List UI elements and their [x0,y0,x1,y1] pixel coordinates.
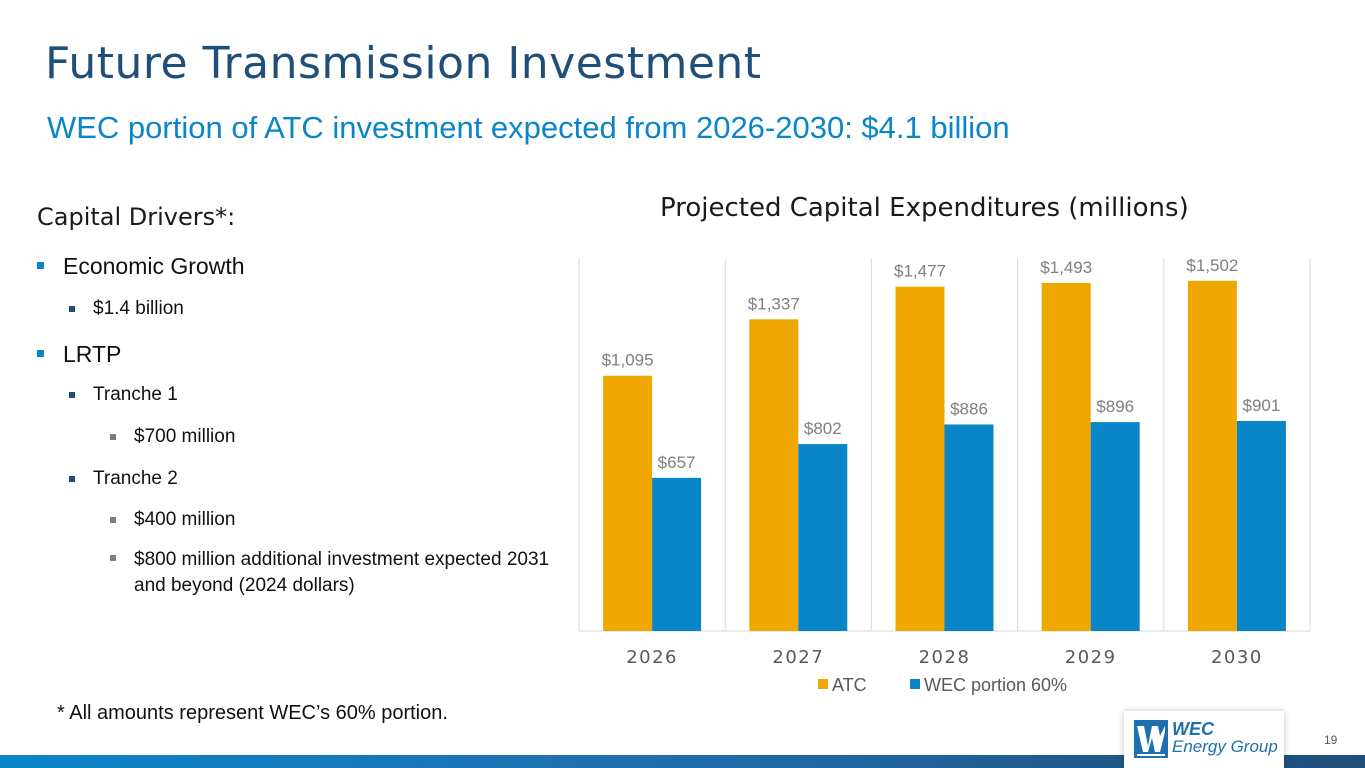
bullet-text: Tranche 2 [93,468,178,489]
x-tick-label: 2029 [1065,647,1117,668]
logo-line-1: WEC [1172,719,1214,739]
bullet-square-icon [69,476,75,482]
bottom-accent-bar [0,755,1365,768]
bar-wec-2030 [1236,420,1286,631]
bullet-text: $700 million [134,426,236,447]
bar-wec-2027 [798,444,848,631]
bullet-text: LRTP [63,341,122,367]
bullet-text: $1.4 billion [93,298,184,319]
bullet-tranche-1-amount: $700 million [110,426,235,448]
bullet-additional-investment: $800 million additional investment expec… [110,547,564,599]
bar-atc-2026 [603,375,653,631]
bullet-square-icon [69,306,75,312]
legend-swatch-wec [910,679,920,689]
bullet-tranche-2: Tranche 2 [69,468,178,490]
bullet-square-icon [69,392,75,398]
bullet-square-icon [110,434,116,440]
data-label-wec-2029: $896 [1096,397,1134,416]
data-label-wec-2030: $901 [1242,396,1280,415]
bullet-text: $800 million additional investment expec… [134,549,550,596]
bar-atc-2030 [1187,280,1237,631]
bar-atc-2029 [1041,282,1091,631]
slide-subtitle: WEC portion of ATC investment expected f… [47,110,1010,145]
data-label-wec-2027: $802 [804,419,842,438]
bar-atc-2027 [749,319,799,631]
logo-wordmark: WEC Energy Group [1172,719,1278,756]
data-label-wec-2026: $657 [658,453,696,472]
logo-line-2: Energy Group [1172,737,1278,756]
x-tick-label: 2030 [1211,647,1263,668]
x-tick-label: 2027 [772,647,824,668]
chart-title: Projected Capital Expenditures (millions… [660,193,1189,223]
legend-label-wec: WEC portion 60% [924,675,1067,695]
legend-label-atc: ATC [832,675,867,695]
x-tick-label: 2028 [919,647,971,668]
slide-title: Future Transmission Investment [45,38,762,89]
bullet-square-icon [37,350,44,357]
data-label-atc-2029: $1,493 [1040,258,1092,277]
wec-logo-icon [1134,720,1168,758]
bullet-square-icon [37,262,44,269]
bullet-square-icon [110,555,116,561]
bar-atc-2028 [895,286,945,631]
data-label-atc-2026: $1,095 [602,351,654,370]
bar-wec-2028 [944,424,994,631]
bullet-tranche-2-amount: $400 million [110,509,235,531]
data-label-atc-2028: $1,477 [894,262,946,281]
bullet-economic-growth: Economic Growth [37,253,245,280]
bullet-square-icon [110,517,116,523]
bar-wec-2029 [1090,422,1140,631]
bullet-text: Economic Growth [63,253,245,279]
bullet-lrtp: LRTP [37,341,121,368]
wec-energy-group-logo: WEC Energy Group [1124,711,1284,768]
bar-wec-2026 [652,477,702,631]
data-label-wec-2028: $886 [950,399,988,418]
bullet-tranche-1: Tranche 1 [69,384,178,406]
bullet-economic-growth-amount: $1.4 billion [69,298,184,320]
data-label-atc-2027: $1,337 [748,294,800,313]
bullet-text: Tranche 1 [93,384,178,405]
x-tick-label: 2026 [626,647,678,668]
page-number: 19 [1324,733,1338,747]
legend-swatch-atc [818,679,828,689]
capital-drivers-heading: Capital Drivers*: [37,203,236,231]
bullet-text: $400 million [134,509,236,530]
footnote: * All amounts represent WEC’s 60% portio… [57,702,448,724]
data-label-atc-2030: $1,502 [1186,256,1238,275]
